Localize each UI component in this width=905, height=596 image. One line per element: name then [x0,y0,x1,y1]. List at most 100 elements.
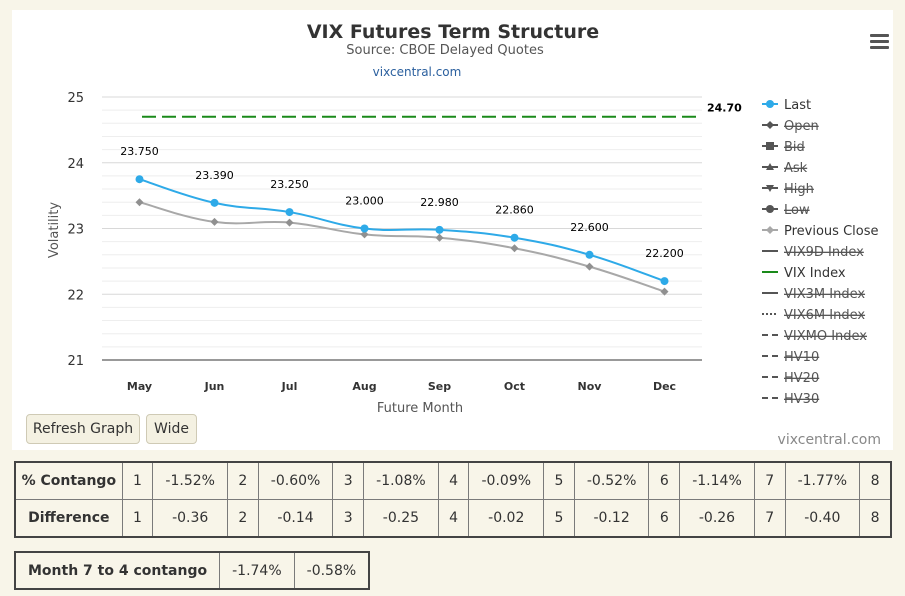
legend-item-previous-close[interactable]: Previous Close [762,224,879,239]
legend-label: Low [784,203,810,218]
legend-label: Open [784,119,819,134]
month-index-cell: 3 [332,499,365,538]
previous-close-point [435,233,444,242]
series: 24.70 23.750 23.390 23.250 23.000 22.980 22.86… [120,102,742,296]
legend-label: Last [784,98,811,113]
legend-label: Previous Close [784,224,879,239]
month-index-cell: 1 [121,461,154,500]
chart-title: VIX Futures Term Structure [307,21,599,43]
triangle-down-marker-icon [766,185,774,192]
previous-close-point [585,262,594,271]
month-index-cell: 7 [753,461,786,500]
last-point[interactable] [135,175,144,184]
legend-item-vix9d-index[interactable]: VIX9D Index [762,245,864,260]
last-point[interactable] [210,198,219,207]
previous-close-point [135,198,144,207]
legend-label: Bid [784,140,805,155]
last-point[interactable] [660,277,669,286]
month-index-cell: 1 [121,499,154,538]
last-point[interactable] [435,225,444,234]
triangle-marker-icon [766,163,774,170]
month-contango-table: Month 7 to 4 contango -1.74% -0.58% [14,551,371,590]
row-header: Month 7 to 4 contango [14,551,221,590]
refresh-graph-button[interactable]: Refresh Graph [26,414,140,444]
value-cell: -1.14% [679,461,755,500]
x-tick-label: Sep [428,380,451,393]
legend-item-vixmo-index[interactable]: VIXMO Index [762,329,867,344]
legend-item-bid[interactable]: Bid [762,140,805,155]
legend-label: HV20 [784,371,819,386]
data-label: 22.200 [645,247,684,260]
value-cell: -0.09% [468,461,545,500]
hamburger-menu-icon[interactable] [870,34,890,50]
month-index-cell: 8 [859,461,892,500]
legend-item-vix-index[interactable]: VIX Index [762,266,846,281]
contango-table: % Contango 1 -1.52% 2 -0.60% 3 -1.08% 4 -0.09% 5-… [14,461,892,538]
last-point[interactable] [285,208,294,217]
chart-subtitle: Source: CBOE Delayed Quotes [346,43,544,58]
table-cell: -1.74% [219,551,295,590]
legend-item-vix6m-index[interactable]: VIX6M Index [762,308,865,323]
month-index-cell: 5 [543,499,575,538]
value-cell: -1.08% [363,461,439,500]
grid-lines [102,96,702,361]
month-index-cell: 3 [332,461,365,500]
last-point[interactable] [585,250,594,259]
value-cell: -0.02 [468,499,545,538]
diamond-marker-icon [766,226,774,234]
previous-close-line [139,201,665,293]
data-label: 23.000 [345,195,384,208]
axes: 21 22 23 24 25 May Jun Jul Aug Sep Oct Nov Dec [67,91,702,393]
previous-close-point [285,218,294,227]
y-axis-title: Volatility [47,202,62,258]
legend-item-hv20[interactable]: HV20 [762,371,819,386]
month-index-cell: 6 [648,499,681,538]
value-cell: -0.14 [257,499,334,538]
y-tick-label: 24 [67,157,84,172]
y-tick-label: 21 [67,354,84,369]
table-cell: -0.58% [293,551,370,590]
month-index-cell: 4 [437,461,470,500]
data-label: 23.250 [270,178,309,191]
legend-item-vix3m-index[interactable]: VIX3M Index [762,287,865,302]
value-cell: -1.52% [152,461,229,500]
legend-item-low[interactable]: Low [762,203,810,218]
value-cell: -0.52% [573,461,650,500]
legend-item-high[interactable]: High [762,182,814,197]
data-label: 22.860 [495,204,534,217]
credit-link[interactable]: vixcentral.com [778,432,881,448]
last-point[interactable] [510,233,519,242]
row-header: % Contango [14,461,123,500]
legend-label: HV30 [784,392,819,407]
x-tick-label: Oct [504,380,525,393]
legend-item-hv30[interactable]: HV30 [762,392,819,407]
previous-close-point [360,230,369,239]
legend-item-ask[interactable]: Ask [762,161,808,176]
last-point[interactable] [360,224,369,233]
month-index-cell: 6 [648,461,681,500]
legend-item-last[interactable]: Last [762,98,811,113]
value-cell: -0.25 [363,499,439,538]
table-row: Month 7 to 4 contango -1.74% -0.58% [14,551,370,590]
month-index-cell: 2 [227,499,259,538]
month-index-cell: 2 [227,461,259,500]
last-line [139,178,665,283]
legend-item-hv10[interactable]: HV10 [762,350,819,365]
value-cell: -1.77% [784,461,861,500]
legend-label: VIX9D Index [784,245,864,260]
circle-marker-icon [766,205,774,213]
x-axis-title: Future Month [377,401,463,416]
chart-panel: VIX Futures Term Structure Source: CBOE … [12,10,893,450]
value-cell: -0.36 [152,499,229,538]
previous-close-point [660,287,669,296]
legend-item-open[interactable]: Open [762,119,819,134]
y-tick-label: 25 [67,91,84,106]
legend-label: VIX3M Index [784,287,865,302]
wide-button[interactable]: Wide [146,414,197,444]
month-index-cell: 4 [437,499,470,538]
value-cell: -0.26 [679,499,755,538]
x-tick-label: Aug [352,380,376,393]
month-index-cell: 8 [859,499,892,538]
source-link[interactable]: vixcentral.com [373,65,462,79]
y-tick-label: 23 [67,223,84,238]
